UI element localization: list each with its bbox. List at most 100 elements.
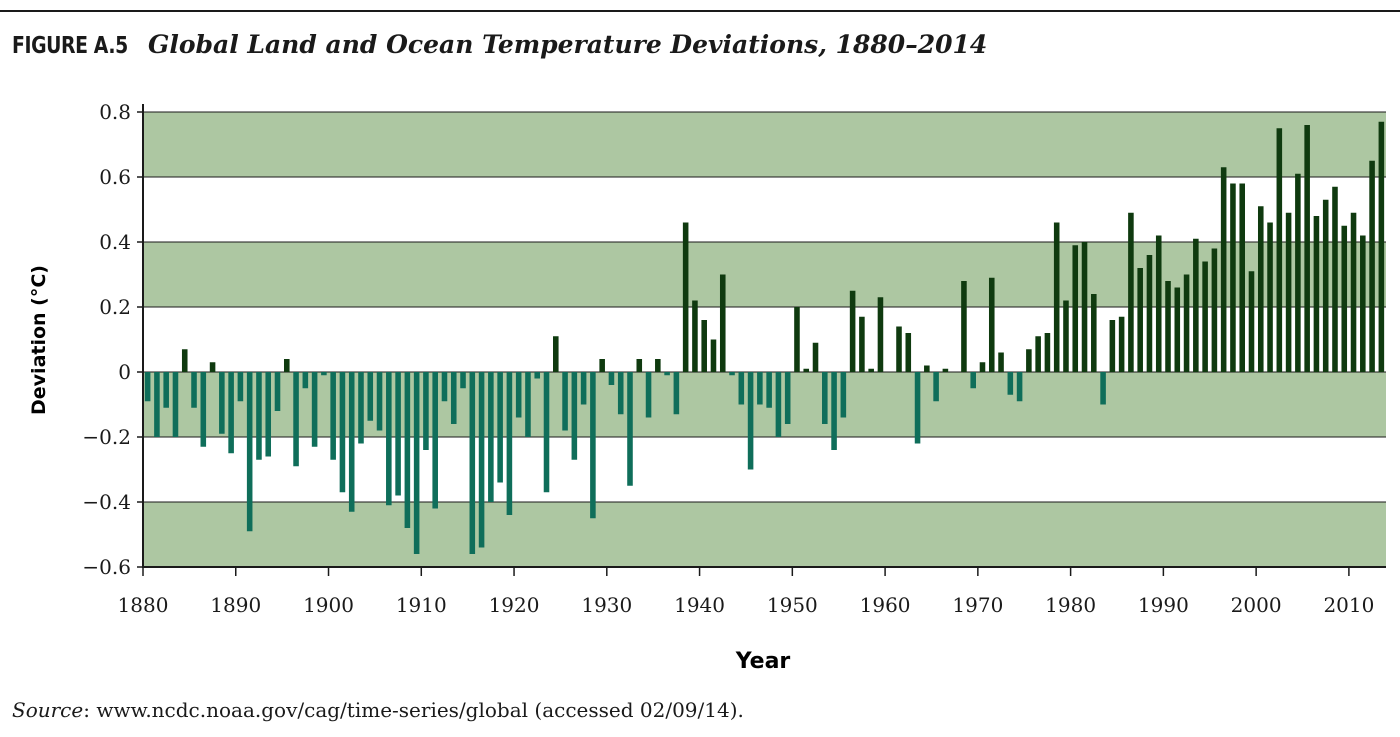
bar-1918 [497,372,503,483]
bar-1915 [469,372,476,554]
bar-1978 [1053,222,1060,372]
bar-1883 [172,372,179,437]
x-tick-label: 1950 [767,593,818,617]
bar-2007 [1322,199,1329,372]
bar-1910 [423,372,429,450]
bar-2006 [1313,216,1320,372]
bar-1889 [228,372,234,454]
bar-1914 [460,372,466,389]
bar-1955 [840,372,847,418]
bar-1923 [543,372,550,493]
bar-1899 [321,372,327,376]
bar-1981 [1081,242,1088,372]
bar-1964 [924,365,930,372]
bar-1924 [553,336,559,372]
bar-1959 [877,297,884,372]
bar-1988 [1146,255,1153,372]
bar-1927 [580,372,587,405]
bar-1987 [1137,268,1143,372]
shaded-band-3 [143,112,1386,177]
bar-1925 [562,372,568,431]
x-tick-label: 1910 [396,593,447,617]
bar-1989 [1155,235,1162,372]
y-tick-labels: −0.6 −0.4 −0.2 0 0.2 0.4 0.6 0.8 [82,100,143,579]
bar-1882 [163,372,169,408]
bar-1958 [868,368,874,372]
figure-label: FIGURE A.5 [12,33,128,59]
bar-1909 [413,372,420,554]
bar-1898 [311,372,318,447]
bar-1928 [590,372,596,519]
bar-1908 [404,372,411,528]
shaded-band-2 [143,242,1386,307]
shaded-bands [143,112,1386,567]
bar-1930 [608,372,615,385]
bar-1996 [1220,167,1227,372]
bar-1992 [1183,274,1190,372]
y-tick-label: 0.2 [99,295,131,319]
bar-1896 [293,372,299,467]
y-tick-label: 0 [118,360,131,384]
bar-1935 [655,359,661,372]
bar-1982 [1091,294,1097,372]
bar-1921 [525,372,531,437]
bar-2013 [1378,121,1385,372]
bar-1984 [1109,320,1116,372]
axes [142,104,1386,568]
bar-1887 [209,362,216,372]
bar-2002 [1276,128,1283,372]
bar-2010 [1350,212,1357,372]
bar-1919 [506,372,513,515]
bar-1979 [1063,300,1069,372]
bar-1900 [330,372,336,460]
x-tick-label: 1960 [860,593,911,617]
bar-1922 [534,372,541,379]
bar-2003 [1285,212,1292,372]
bar-1946 [757,372,763,405]
bar-1972 [998,352,1004,372]
bar-1974 [1016,372,1023,402]
bar-1905 [376,372,383,431]
bar-1944 [738,372,745,405]
bar-1911 [432,372,438,509]
bar-1980 [1072,245,1079,372]
bar-1995 [1211,248,1218,372]
bar-1902 [348,372,355,512]
bar-1977 [1044,333,1051,372]
bar-1894 [274,372,281,411]
bar-1951 [803,368,810,372]
bar-1934 [645,372,652,418]
bar-1970 [979,362,986,372]
bar-1949 [784,372,791,424]
bar-1890 [237,372,244,402]
bar-1884 [181,349,188,372]
bar-1940 [701,320,707,372]
bar-1998 [1239,183,1246,372]
x-tick-label: 1930 [581,593,632,617]
x-tick-label: 1890 [210,593,261,617]
bar-1954 [831,372,837,450]
bar-1952 [812,342,819,372]
bar-1962 [905,333,912,372]
bar-1943 [729,372,735,376]
gridlines [143,111,1386,568]
bar-1948 [775,372,782,437]
x-tick-label: 2010 [1323,593,1374,617]
bar-1968 [961,281,967,372]
bar-1956 [849,290,856,372]
y-axis-label: Deviation (°C) [28,265,50,415]
x-tick-label: 1880 [118,593,169,617]
x-tick-label: 1990 [1138,593,1189,617]
bar-1945 [747,372,754,470]
bar-1997 [1230,183,1236,372]
bar-2000 [1257,206,1264,372]
bar-1929 [599,359,605,372]
bar-1920 [515,372,522,418]
bar-1895 [283,359,290,372]
bar-2005 [1304,125,1310,372]
source-text: : www.ncdc.noaa.gov/cag/time-series/glob… [83,698,744,722]
y-tick-label: 0.4 [99,230,131,254]
bar-1932 [627,372,633,486]
bar-1891 [246,372,253,532]
